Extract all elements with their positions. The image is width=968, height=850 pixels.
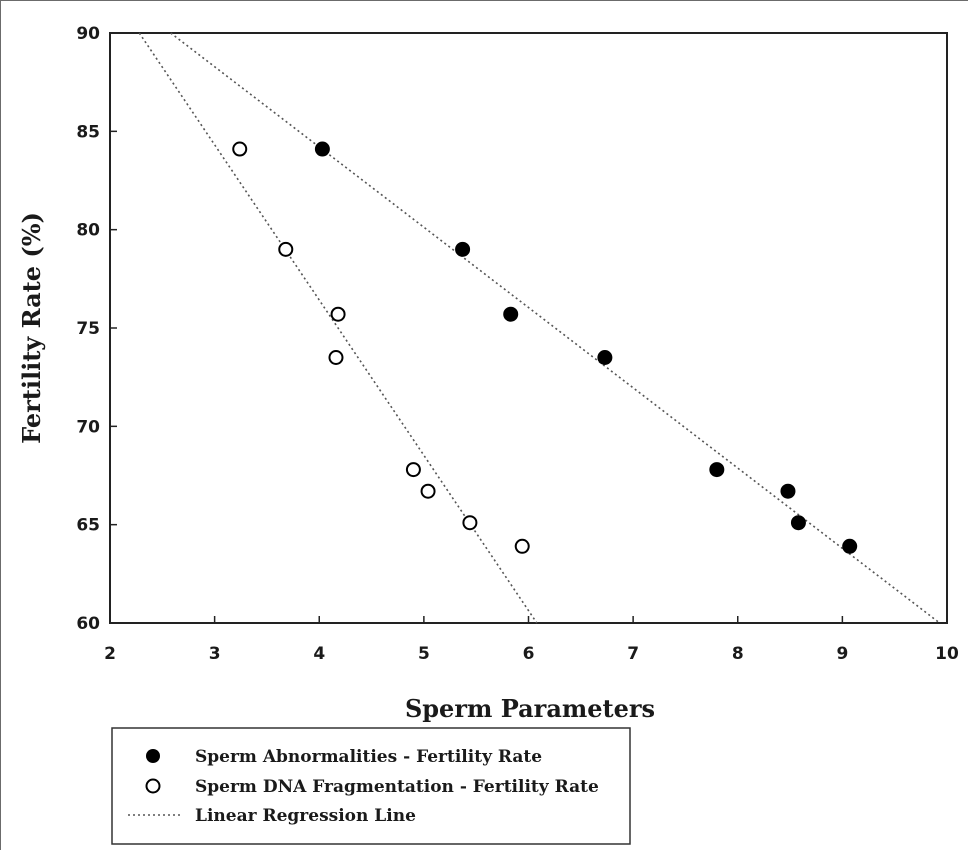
legend-label-abnormalities: Sperm Abnormalities - Fertility Rate [195,747,542,767]
point-dna-fragmentation-1 [278,241,294,257]
y-tick-label-75: 75 [76,319,100,339]
data-points [232,141,858,554]
y-tick-label-90: 90 [76,24,100,44]
x-axis: 2 3 4 5 6 7 8 9 10 [104,616,959,664]
x-tick-label-10: 10 [935,644,959,664]
legend-symbol-filled-circle [146,749,160,763]
x-tick-label-8: 8 [732,644,744,664]
point-dna-fragmentation-4 [405,462,421,478]
point-abnormalities-0 [314,141,330,157]
x-tick-label-4: 4 [313,644,325,664]
legend-symbol-open-circle [145,778,161,794]
x-tick-label-6: 6 [523,644,535,664]
point-dna-fragmentation-2 [330,306,346,322]
point-abnormalities-1 [455,241,471,257]
x-tick-label-3: 3 [209,644,221,664]
plot-border [109,32,948,624]
y-tick-label-60: 60 [76,614,100,634]
legend: Sperm Abnormalities - Fertility Rate Spe… [111,727,631,845]
y-tick-label-85: 85 [76,122,100,142]
point-dna-fragmentation-0 [232,141,248,157]
point-abnormalities-7 [842,538,858,554]
legend-label-dna-fragmentation: Sperm DNA Fragmentation - Fertility Rate [195,777,599,797]
point-dna-fragmentation-7 [514,538,530,554]
x-axis-title: Sperm Parameters [405,694,655,723]
y-axis-title: Fertility Rate (%) [17,212,46,444]
point-dna-fragmentation-5 [420,483,436,499]
y-axis: 60 65 70 75 80 85 90 [76,24,117,634]
point-abnormalities-6 [790,515,806,531]
x-tick-label-5: 5 [418,644,430,664]
regression-lines [138,32,941,624]
legend-box [111,727,631,845]
x-tick-label-7: 7 [627,644,639,664]
plot-area [109,32,948,624]
point-abnormalities-4 [709,462,725,478]
regression-line-series-1 [138,32,538,624]
point-abnormalities-5 [780,483,796,499]
y-tick-label-65: 65 [76,516,100,536]
y-tick-label-80: 80 [76,221,100,241]
y-tick-label-70: 70 [76,417,100,437]
point-dna-fragmentation-3 [328,350,344,365]
x-tick-label-2: 2 [104,644,116,664]
legend-label-regression: Linear Regression Line [195,806,416,826]
x-tick-label-9: 9 [836,644,848,664]
point-abnormalities-3 [597,350,613,365]
regression-line-series-0 [170,32,941,624]
point-abnormalities-2 [503,306,519,322]
point-dna-fragmentation-6 [462,515,478,531]
